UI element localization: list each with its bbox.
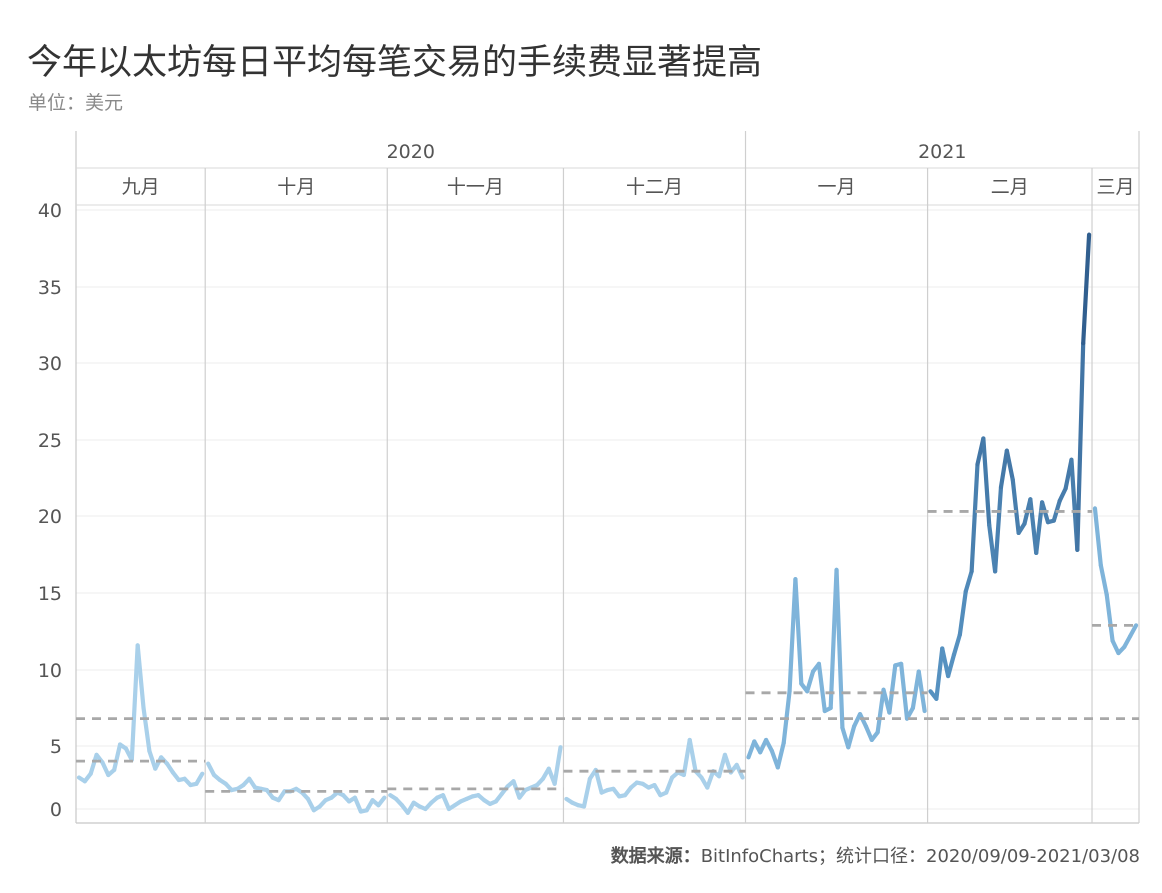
series-line-segment — [581, 776, 592, 809]
series-line-segment — [552, 745, 563, 786]
chart-subtitle: 单位：美元 — [28, 92, 124, 114]
series-line-segment — [376, 795, 387, 808]
series-line-segment — [805, 669, 816, 694]
y-axis: 0 5 10 15 20 25 30 35 40 — [38, 200, 62, 821]
series-line-segment — [705, 769, 716, 790]
y-tick-label: 0 — [50, 799, 62, 821]
series-line-segment — [934, 646, 945, 701]
series-line-segment — [722, 752, 733, 775]
series-line-segment — [352, 795, 363, 814]
series-line-segment — [88, 752, 99, 776]
series-line-segment — [206, 761, 217, 778]
y-tick-label: 15 — [38, 583, 62, 605]
month-label: 九月 — [122, 176, 160, 198]
monthly-average-layer — [76, 510, 1139, 793]
series-line-segment — [1081, 232, 1092, 346]
series-line-segment — [129, 643, 140, 762]
series-line-segment — [781, 689, 792, 746]
series-line-segment — [998, 448, 1009, 490]
series-line-segment — [993, 485, 1004, 574]
series-line-segment — [981, 436, 992, 528]
y-tick-label: 25 — [38, 430, 62, 452]
series-line-segment — [916, 669, 927, 714]
month-label: 二月 — [991, 176, 1029, 198]
series-line-segment — [687, 737, 698, 774]
y-tick-label: 30 — [38, 353, 62, 375]
series-line-segment — [100, 760, 111, 778]
series-line-segment — [141, 705, 152, 754]
series-line-segment — [857, 711, 869, 729]
series-line-segment — [940, 646, 951, 679]
series-line-segment — [1057, 486, 1068, 503]
series-line-segment — [875, 687, 886, 735]
series-line-segment — [112, 742, 123, 773]
y-tick-label: 10 — [38, 660, 62, 682]
chart-title: 今年以太坊每日平均每笔交易的手续费显著提高 — [27, 43, 763, 83]
year-label: 2020 — [387, 141, 435, 163]
series-line-segment — [951, 632, 962, 657]
series-line-segment — [1092, 506, 1103, 568]
series-line-segment — [1004, 448, 1015, 482]
source-label: 数据来源： — [610, 846, 701, 867]
series-line-segment — [746, 739, 757, 760]
series-line-segment — [899, 661, 910, 721]
month-label: 十月 — [277, 176, 315, 198]
series-line-segment — [1110, 638, 1121, 656]
year-label: 2021 — [918, 141, 966, 163]
series-line-segment — [1010, 477, 1021, 536]
series-line-segment — [863, 724, 874, 743]
month-label: 十一月 — [447, 176, 504, 198]
series-line-segment — [969, 462, 980, 574]
series-line-segment — [946, 652, 957, 679]
series-line-segment — [1075, 341, 1086, 552]
series-line-segment — [1034, 500, 1045, 556]
series-line-segment — [834, 567, 845, 730]
series-line-segment — [957, 589, 968, 637]
series-line-segment — [194, 771, 205, 786]
y-tick-label: 35 — [38, 277, 62, 299]
time-header: 2020 2021 九月 十月 十一月 十二月 一月 二月 三月 — [122, 141, 1135, 198]
y-tick-label: 40 — [38, 200, 62, 222]
series-line-segment — [846, 724, 857, 750]
series-layer — [76, 232, 1139, 815]
y-tick-label: 5 — [50, 736, 62, 758]
series-line-segment — [147, 748, 158, 771]
month-label: 三月 — [1097, 176, 1135, 198]
series-line-segment — [1128, 623, 1139, 639]
series-line-segment — [664, 775, 675, 795]
series-line-segment — [887, 663, 898, 715]
chart-frame — [75, 131, 1140, 824]
gridlines — [76, 209, 1139, 810]
y-tick-label: 20 — [38, 506, 62, 528]
series-line-segment — [1104, 592, 1115, 643]
series-line-segment — [793, 577, 804, 686]
series-line-segment — [305, 796, 316, 813]
series-line-segment — [1098, 563, 1109, 597]
series-line-segment — [775, 740, 786, 770]
source-text: BitInfoCharts；统计口径：2020/09/09-2021/03/08 — [700, 846, 1140, 867]
series-line-segment — [816, 661, 827, 714]
month-label: 十二月 — [626, 176, 683, 198]
month-label: 一月 — [818, 176, 856, 198]
series-line-segment — [593, 767, 604, 795]
series-line-segment — [135, 643, 146, 711]
series-line-segment — [440, 793, 452, 812]
chart-source: 数据来源：BitInfoCharts；统计口径：2020/09/09-2021/… — [611, 842, 1140, 868]
series-line-segment — [963, 569, 974, 594]
